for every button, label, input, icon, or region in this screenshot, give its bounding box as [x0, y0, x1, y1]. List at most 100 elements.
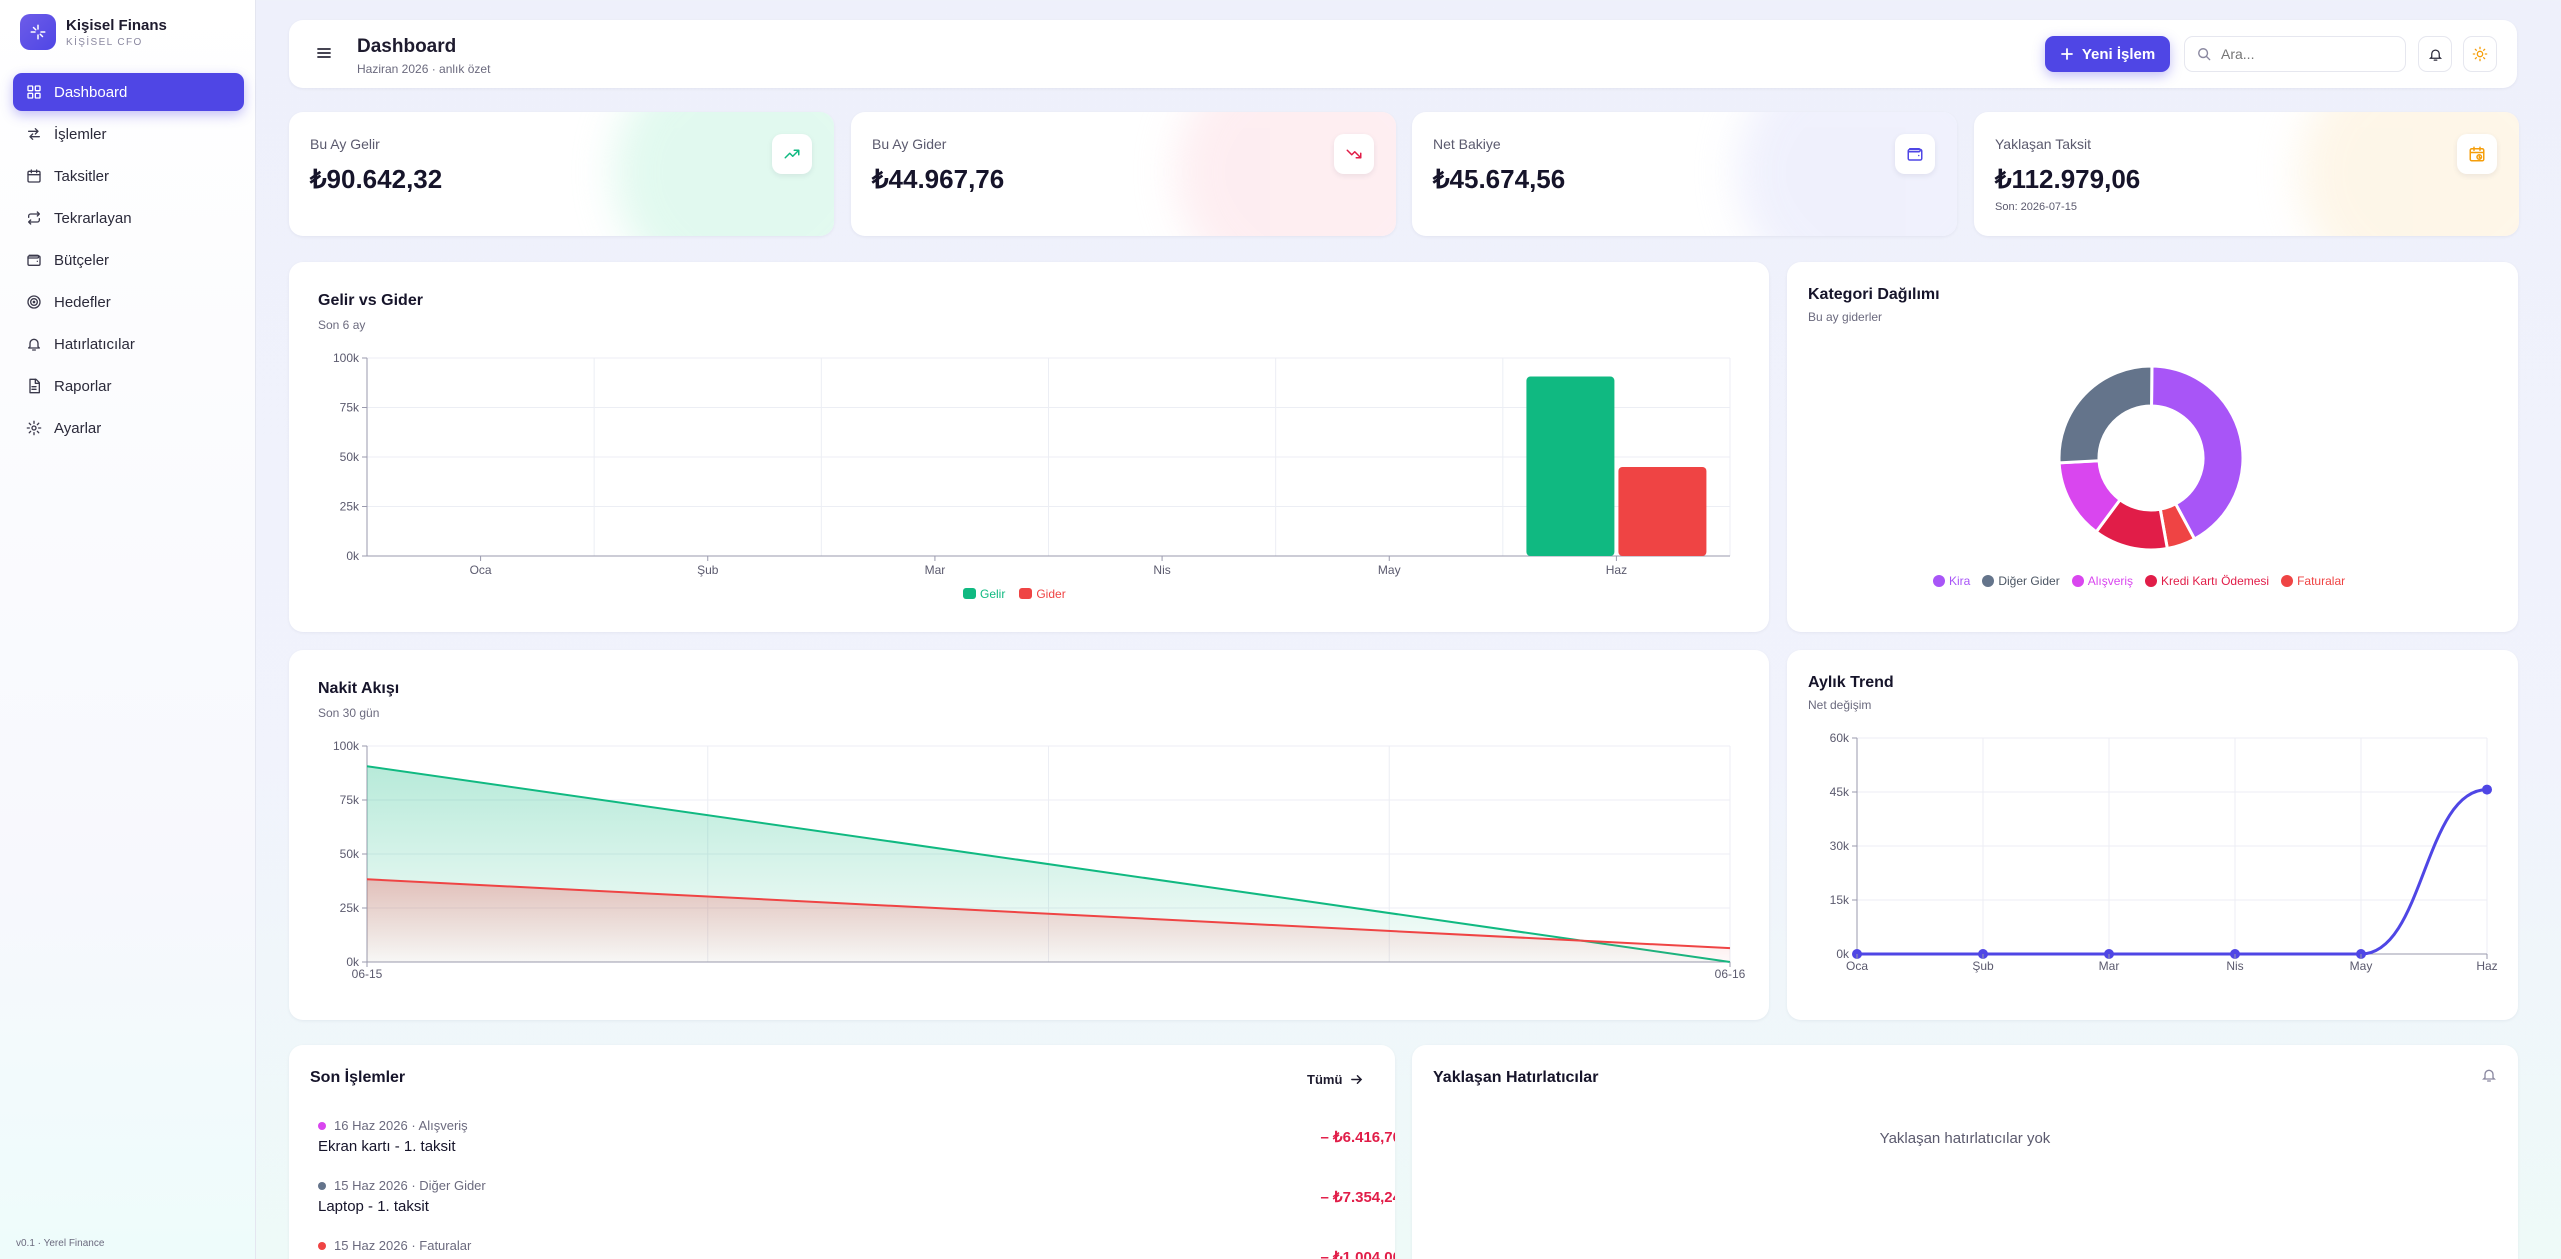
search-input[interactable]: [2221, 46, 2391, 62]
income-expense-chart: 0k 25k 50k 75k 100k Oca Şub Mar Nis May Haz: [333, 351, 1731, 577]
kpi-label: Bu Ay Gider: [872, 136, 947, 152]
kpi-label: Yaklaşan Taksit: [1995, 136, 2091, 152]
sidebar-item-label: Hedefler: [54, 293, 111, 311]
sidebar-nav: Dashboard İşlemler Taksitler Tekrarlayan Büt…: [13, 73, 244, 451]
transaction-meta: 15 Haz 2026 · Faturalar: [318, 1238, 1395, 1253]
x-tick-label: Haz: [2476, 959, 2497, 973]
legend-item[interactable]: Faturalar: [2281, 574, 2345, 588]
sidebar-item-6[interactable]: Hedefler: [13, 283, 244, 321]
new-transaction-button[interactable]: Yeni İşlem: [2045, 36, 2170, 72]
gear-icon: [26, 420, 42, 436]
category-donut-chart: [2057, 364, 2245, 552]
wallet-icon: [27, 254, 41, 266]
sidebar-item-3[interactable]: Taksitler: [13, 157, 244, 195]
sidebar-item-2[interactable]: İşlemler: [13, 115, 244, 153]
y-tick-label: 0k: [346, 955, 360, 969]
x-tick-label: 06-15: [352, 967, 383, 981]
reminders-card: Yaklaşan Hatırlatıcılar Yaklaşan hatırla…: [1412, 1045, 2518, 1259]
brand[interactable]: Kişisel Finans KİŞİSEL CFO: [20, 14, 167, 50]
menu-icon[interactable]: [315, 44, 333, 62]
sidebar-item-label: Raporlar: [54, 377, 112, 395]
line-gider: [366, 878, 1731, 950]
kpi-footnote: Son: 2026-07-15: [1995, 201, 2077, 213]
sidebar-item-7[interactable]: Hatırlatıcılar: [13, 325, 244, 363]
y-tick-label: 25k: [340, 500, 360, 514]
trend-down-icon: [1346, 149, 1362, 159]
x-tick-label: Oca: [470, 563, 492, 577]
sidebar-item-9[interactable]: Ayarlar: [13, 409, 244, 447]
bell-icon: [2482, 1069, 2496, 1082]
file-icon: [29, 378, 40, 394]
bar-gelir: [1526, 376, 1615, 556]
card-title: Aylık Trend: [1808, 674, 1894, 691]
card-title: Kategori Dağılımı: [1808, 286, 1940, 303]
theme-toggle-button[interactable]: [2463, 36, 2497, 72]
repeat-icon: [28, 211, 40, 225]
cashflow-card: Nakit Akışı Son 30 gün 0k 25k 50k 75k 100k 06…: [289, 650, 1769, 1020]
kpi-value: ₺90.642,32: [310, 164, 443, 194]
grid-icon: [27, 85, 41, 99]
sidebar-item-label: Dashboard: [54, 83, 128, 101]
kpi-label: Net Bakiye: [1433, 136, 1501, 152]
plus-icon: [2060, 48, 2073, 60]
arrows-icon: [28, 127, 40, 140]
y-tick-label: 0k: [1836, 947, 1850, 961]
kpi-card: Bu Ay Gelir ₺90.642,32: [289, 112, 834, 236]
new-transaction-label: Yeni İşlem: [2081, 45, 2156, 63]
transaction-amount: – ₺6.416,70: [1320, 1129, 1395, 1146]
legend-item[interactable]: Kira: [1933, 574, 1970, 588]
page-subtitle: Haziran 2026 · anlık özet: [357, 62, 491, 76]
x-tick-label: Haz: [1606, 563, 1627, 577]
donut-slice: [2150, 364, 2245, 542]
legend-income[interactable]: Gelir: [963, 587, 1005, 601]
y-tick-label: 15k: [1830, 893, 1850, 907]
transaction-row[interactable]: 16 Haz 2026 · Alışveriş Ekran kartı - 1. …: [318, 1118, 1395, 1155]
search-icon: [2198, 48, 2211, 61]
transaction-title: Laptop - 1. taksit: [318, 1198, 429, 1215]
sidebar-item-5[interactable]: Bütçeler: [13, 241, 244, 279]
legend-item[interactable]: Alışveriş: [2071, 574, 2133, 588]
transaction-meta: 16 Haz 2026 · Alışveriş: [318, 1118, 1395, 1133]
card-subtitle: Son 6 ay: [318, 318, 366, 332]
sidebar-item-label: İşlemler: [54, 125, 107, 143]
brand-subtitle: KİŞİSEL CFO: [66, 36, 143, 48]
kpi-label: Bu Ay Gelir: [310, 136, 380, 152]
kpi-card: Bu Ay Gider ₺44.967,76: [851, 112, 1396, 236]
donut-slice: [2057, 364, 2154, 465]
search-box[interactable]: [2184, 36, 2406, 72]
y-tick-label: 75k: [340, 793, 360, 807]
trend-chart: 0k 15k 30k 45k 60k Oca Şub Mar Nis May Haz: [1830, 731, 2498, 973]
y-tick-label: 50k: [340, 450, 360, 464]
sidebar-item-label: Tekrarlayan: [54, 209, 132, 227]
card-title: Gelir vs Gider: [318, 292, 423, 309]
card-subtitle: Net değişim: [1808, 698, 1872, 712]
transaction-row[interactable]: 15 Haz 2026 · Diğer Gider Laptop - 1. tak…: [318, 1178, 1395, 1215]
category-card: Kategori Dağılımı Bu ay giderler Kira Diğ…: [1787, 262, 2518, 632]
calendar-icon: [27, 169, 41, 183]
sidebar-item-8[interactable]: Raporlar: [13, 367, 244, 405]
transaction-meta: 15 Haz 2026 · Diğer Gider: [318, 1178, 1395, 1193]
top-header: Dashboard Haziran 2026 · anlık özet Yeni…: [289, 20, 2517, 88]
target-icon: [27, 295, 41, 309]
sidebar-item-4[interactable]: Tekrarlayan: [13, 199, 244, 237]
trend-line: [1856, 788, 2488, 956]
trend-card: Aylık Trend Net değişim 0k 15k 30k 45k 60k Oc…: [1787, 650, 2518, 1020]
transaction-row[interactable]: 15 Haz 2026 · Faturalar – ₺1.004,00: [318, 1238, 1395, 1259]
legend-item[interactable]: Kredi Kartı Ödemesi: [2145, 574, 2269, 588]
legend-item[interactable]: Diğer Gider: [1982, 574, 2060, 588]
calendar-clock-icon: [2469, 146, 2485, 162]
bell-icon: [28, 338, 40, 351]
x-tick-label: Nis: [2226, 959, 2243, 973]
area-gider: [367, 879, 1730, 962]
view-all-link[interactable]: Tümü: [1307, 1072, 1363, 1087]
sidebar: Kişisel Finans KİŞİSEL CFO Dashboard İşle…: [0, 0, 256, 1259]
y-tick-label: 50k: [340, 847, 360, 861]
notifications-button[interactable]: [2418, 36, 2452, 72]
y-tick-label: 45k: [1830, 785, 1850, 799]
legend-expense[interactable]: Gider: [1019, 587, 1066, 601]
kpi-value: ₺44.967,76: [872, 164, 1005, 194]
x-tick-label: Şub: [1972, 959, 1994, 973]
kpi-card: Net Bakiye ₺45.674,56: [1412, 112, 1957, 236]
sidebar-item-1[interactable]: Dashboard: [13, 73, 244, 111]
cashflow-chart: 0k 25k 50k 75k 100k 06-15 06-16: [333, 739, 1746, 981]
